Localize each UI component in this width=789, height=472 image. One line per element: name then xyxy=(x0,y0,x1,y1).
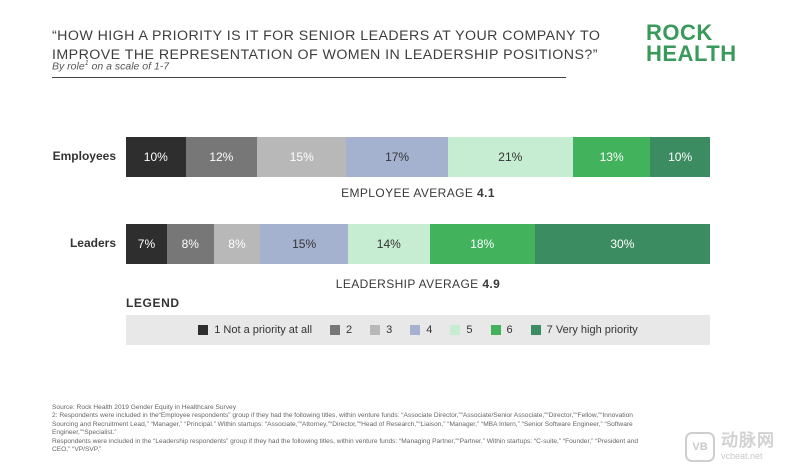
legend-swatch-3 xyxy=(370,325,381,335)
legend-label-1: 1 Not a priority at all xyxy=(214,324,313,336)
vcbeat-logo-icon: VB xyxy=(685,432,715,462)
legend-label-6: 6 xyxy=(506,324,513,336)
footnote-leader-def: Respondents were included in the “Leader… xyxy=(52,437,639,454)
legend-label-2: 2 xyxy=(346,324,353,336)
bar-segment-employees-6: 13% xyxy=(572,137,651,177)
bar-segment-employees-3: 15% xyxy=(257,137,347,177)
bar-segment-leaders-2: 8% xyxy=(166,224,214,264)
footnote-source: Source: Rock Health 2019 Gender Equity i… xyxy=(52,404,236,411)
bar-segment-leaders-1: 7% xyxy=(126,224,167,264)
legend-swatch-7 xyxy=(530,325,541,335)
legend-label-7: 7 Very high priority xyxy=(546,324,638,336)
footnote-employee-def: 2: Respondents were included in the“Empl… xyxy=(52,412,633,437)
legend-label-5: 5 xyxy=(466,324,473,336)
legend-item-3: 3 xyxy=(370,324,392,336)
legend-title: LEGEND xyxy=(126,296,180,310)
legend-item-7: 7 Very high priority xyxy=(530,324,638,336)
legend-swatch-1 xyxy=(198,325,209,335)
leaders-stacked-bar: 7% 8% 8% 15% 14% 18% 30% xyxy=(126,224,710,264)
row-label-employees: Employees xyxy=(52,149,116,163)
legend-item-4: 4 xyxy=(410,324,432,336)
footnotes: Source: Rock Health 2019 Gender Equity i… xyxy=(52,404,652,454)
title-divider xyxy=(52,77,566,78)
legend-item-1: 1 Not a priority at all xyxy=(198,324,312,336)
leadership-average: LEADERSHIP AVERAGE 4.9 xyxy=(335,277,501,291)
chart-subtitle: By role1 on a scale of 1-7 xyxy=(52,60,170,73)
rock-health-logo: ROCK HEALTH xyxy=(646,20,737,66)
chart-title: “HOW HIGH A PRIORITY IS IT FOR SENIOR LE… xyxy=(52,28,601,63)
bar-segment-employees-1: 10% xyxy=(126,137,186,177)
legend-item-2: 2 xyxy=(330,324,352,336)
legend: 1 Not a priority at all 2 3 4 5 6 7 Very high … xyxy=(126,315,710,345)
legend-item-6: 6 xyxy=(490,324,513,336)
bar-segment-employees-2: 12% xyxy=(185,137,258,177)
legend-swatch-6 xyxy=(490,325,501,335)
row-label-leaders: Leaders xyxy=(69,236,116,250)
vcbeat-watermark: VB 动脉网 vcbeat.net xyxy=(685,432,775,462)
bar-segment-employees-5: 21% xyxy=(447,137,573,177)
legend-label-3: 3 xyxy=(386,324,393,336)
legend-label-4: 4 xyxy=(426,324,433,336)
bar-segment-employees-4: 17% xyxy=(346,137,448,177)
employee-average: EMPLOYEE AVERAGE 4.1 xyxy=(341,186,495,200)
bar-segment-leaders-6: 18% xyxy=(429,224,535,264)
legend-item-5: 5 xyxy=(450,324,473,336)
bar-segment-leaders-7: 30% xyxy=(534,224,710,264)
bar-segment-leaders-4: 15% xyxy=(260,224,348,264)
bar-segment-employees-7: 10% xyxy=(650,137,710,177)
legend-swatch-5 xyxy=(450,325,461,335)
legend-swatch-4 xyxy=(410,325,421,335)
bar-segment-leaders-3: 8% xyxy=(213,224,261,264)
employees-stacked-bar: 10% 12% 15% 17% 21% 13% 10% xyxy=(126,137,710,177)
bar-segment-leaders-5: 14% xyxy=(347,224,430,264)
legend-swatch-2 xyxy=(330,325,341,335)
